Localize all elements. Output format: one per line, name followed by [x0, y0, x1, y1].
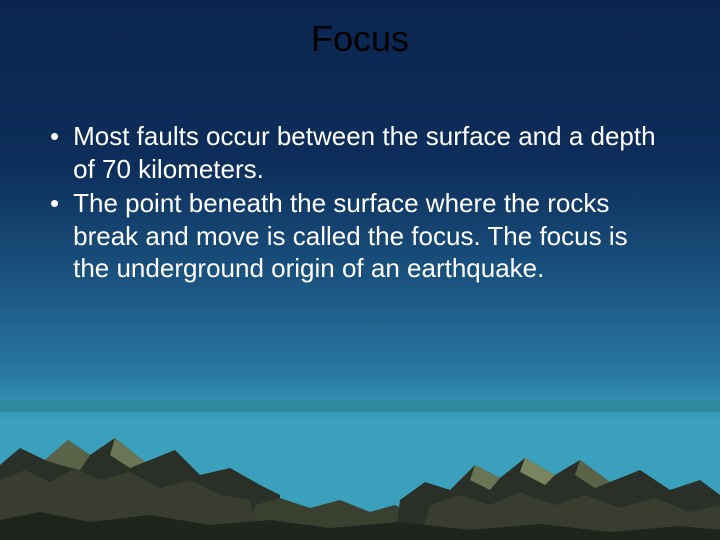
bullet-item: • Most faults occur between the surface …	[50, 120, 670, 185]
bullet-marker-icon: •	[50, 120, 59, 153]
bullet-text: Most faults occur between the surface an…	[73, 120, 670, 185]
slide-title: Focus	[0, 0, 720, 60]
bullet-text: The point beneath the surface where the …	[73, 187, 670, 285]
slide-content: • Most faults occur between the surface …	[0, 60, 720, 285]
presentation-slide: Focus • Most faults occur between the su…	[0, 0, 720, 540]
bullet-item: • The point beneath the surface where th…	[50, 187, 670, 285]
bullet-marker-icon: •	[50, 187, 59, 220]
mountain-decoration	[0, 400, 720, 540]
